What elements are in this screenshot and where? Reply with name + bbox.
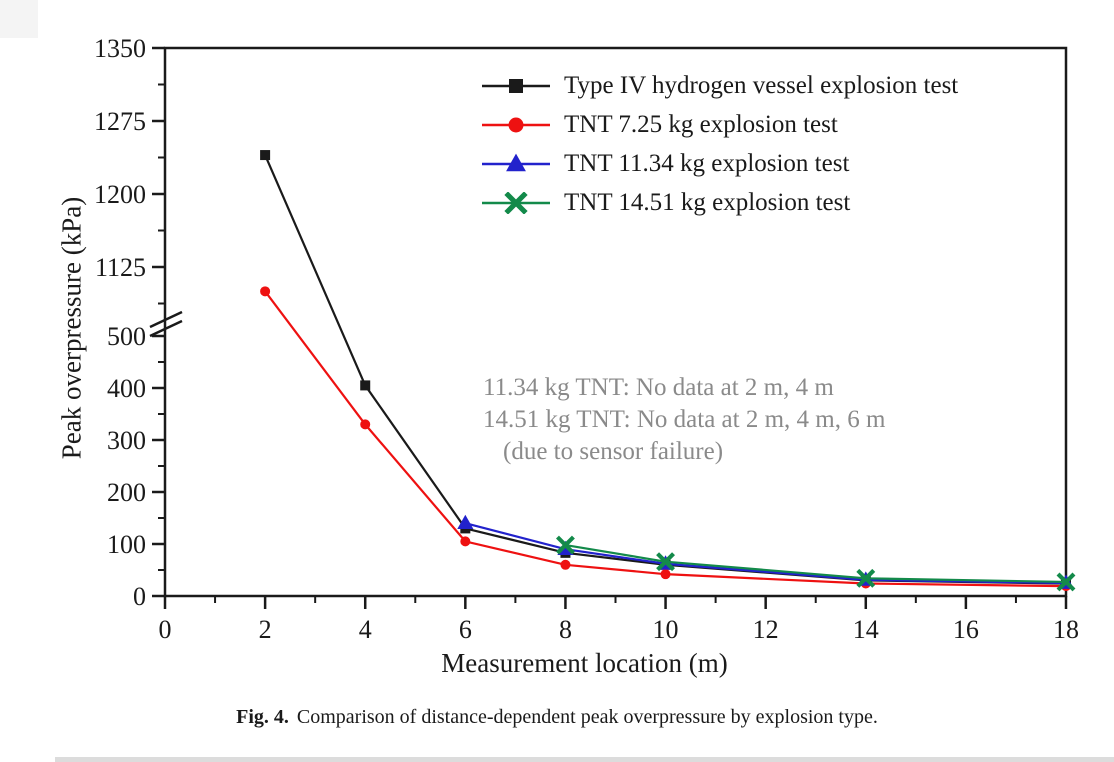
series-triangle xyxy=(457,514,1075,589)
x-axis-ticks: 0 2 4 6 8 10 12 14 16 18 xyxy=(159,596,1079,644)
missing-data-note-line3: (due to sensor failure) xyxy=(503,438,724,465)
svg-text:10: 10 xyxy=(653,615,679,644)
svg-text:14: 14 xyxy=(853,615,879,644)
legend-label: TNT 14.51 kg explosion test xyxy=(564,188,851,216)
y-axis-ticks: 0 100 200 300 400 500 1125 1200 1275 1350 xyxy=(94,34,165,611)
legend-label: Type IV hydrogen vessel explosion test xyxy=(564,71,959,99)
legend-item-tnt-11-34: TNT 11.34 kg explosion test xyxy=(480,144,958,183)
svg-text:8: 8 xyxy=(559,615,572,644)
legend-label: TNT 7.25 kg explosion test xyxy=(564,110,838,138)
svg-text:12: 12 xyxy=(753,615,779,644)
y-axis-label: Peak overpressure (kPa) xyxy=(56,196,87,460)
legend-item-tnt-14-51: TNT 14.51 kg explosion test xyxy=(480,183,958,222)
svg-text:200: 200 xyxy=(107,478,146,507)
svg-text:500: 500 xyxy=(107,322,146,351)
svg-text:1275: 1275 xyxy=(94,107,146,136)
legend-item-tnt-7-25: TNT 7.25 kg explosion test xyxy=(480,105,958,144)
svg-text:1125: 1125 xyxy=(95,253,146,282)
svg-text:18: 18 xyxy=(1053,615,1079,644)
x-axis-label: Measurement location (m) xyxy=(441,648,728,678)
svg-text:6: 6 xyxy=(459,615,472,644)
overpressure-chart: 0 2 4 6 8 10 12 14 16 18 0 100 200 300 400 500 1125 1200 1… xyxy=(94,34,1079,644)
chart-legend: Type IV hydrogen vessel explosion test T… xyxy=(480,66,958,222)
svg-text:4: 4 xyxy=(359,615,372,644)
svg-text:0: 0 xyxy=(133,582,146,611)
legend-marker-circle-icon xyxy=(482,117,550,132)
svg-text:1200: 1200 xyxy=(94,180,146,209)
legend-marker-square-icon xyxy=(482,78,550,93)
missing-data-note-line2: 14.51 kg TNT: No data at 2 m, 4 m, 6 m xyxy=(483,406,886,433)
svg-text:300: 300 xyxy=(107,426,146,455)
svg-text:16: 16 xyxy=(953,615,979,644)
legend-marker-xcross-icon xyxy=(482,191,550,214)
missing-data-note-line1: 11.34 kg TNT: No data at 2 m, 4 m xyxy=(483,374,834,401)
figure-caption: Fig. 4. Comparison of distance-dependent … xyxy=(0,706,1114,729)
page-bottom-rule xyxy=(55,757,1114,762)
svg-text:100: 100 xyxy=(107,530,146,559)
legend-item-hydrogen-vessel: Type IV hydrogen vessel explosion test xyxy=(480,66,958,105)
figure-caption-label: Fig. 4. xyxy=(236,706,289,728)
legend-marker-triangle-icon xyxy=(482,153,550,171)
y-axis-break-mark xyxy=(149,310,183,338)
missing-data-note: 11.34 kg TNT: No data at 2 m, 4 m 14.51 … xyxy=(483,372,885,468)
svg-text:1350: 1350 xyxy=(94,34,146,63)
svg-text:400: 400 xyxy=(107,374,146,403)
legend-label: TNT 11.34 kg explosion test xyxy=(564,149,850,177)
svg-text:0: 0 xyxy=(159,615,172,644)
figure-caption-text: Comparison of distance-dependent peak ov… xyxy=(296,706,878,728)
svg-text:2: 2 xyxy=(259,615,272,644)
page-corner-decoration xyxy=(0,0,38,38)
series-xcross xyxy=(556,535,1076,592)
